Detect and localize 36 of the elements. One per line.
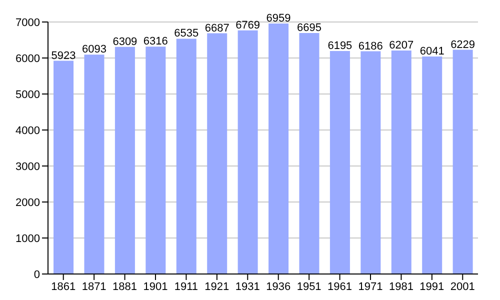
data-label: 6535: [174, 28, 199, 40]
x-tick-label: 1921: [204, 280, 230, 293]
x-tick-label: 1936: [266, 280, 291, 293]
y-tick-label: 1000: [16, 232, 40, 245]
y-tick-label: 0: [34, 268, 40, 281]
data-label: 5923: [51, 50, 76, 62]
data-label: 6207: [389, 40, 414, 52]
x-tick-label: 1911: [174, 280, 198, 293]
x-tick-label: 1881: [112, 280, 138, 293]
data-label: 6695: [297, 22, 322, 34]
x-tick-label: 1901: [143, 280, 168, 293]
x-tick-label: 1861: [51, 280, 76, 293]
y-tick-label: 2000: [16, 196, 40, 209]
y-tick-label: 3000: [16, 160, 40, 173]
x-tick-label: 1951: [296, 280, 322, 293]
data-label: 6093: [82, 44, 106, 56]
x-tick-label: 1981: [388, 280, 414, 293]
y-tick-label: 5000: [16, 88, 40, 101]
x-tick-label: 1961: [328, 280, 352, 293]
data-label: 6041: [420, 46, 444, 58]
x-tick-label: 1871: [82, 280, 106, 293]
data-label: 6769: [236, 19, 260, 32]
y-tick-label: 7000: [16, 16, 40, 29]
x-tick-label: 1991: [420, 280, 444, 293]
data-label: 6186: [358, 40, 383, 52]
x-tick-label: 1931: [235, 280, 260, 293]
x-tick-label: 1971: [358, 280, 383, 293]
data-label: 6959: [266, 12, 291, 24]
data-label: 6316: [143, 36, 168, 48]
data-label: 6687: [204, 22, 230, 34]
y-tick-label: 6000: [16, 52, 40, 65]
x-tick-label: 2001: [450, 280, 475, 293]
y-tick-label: 4000: [16, 124, 40, 137]
data-label: 6309: [112, 36, 138, 48]
data-label: 6195: [328, 40, 352, 52]
data-label: 6229: [450, 38, 476, 51]
